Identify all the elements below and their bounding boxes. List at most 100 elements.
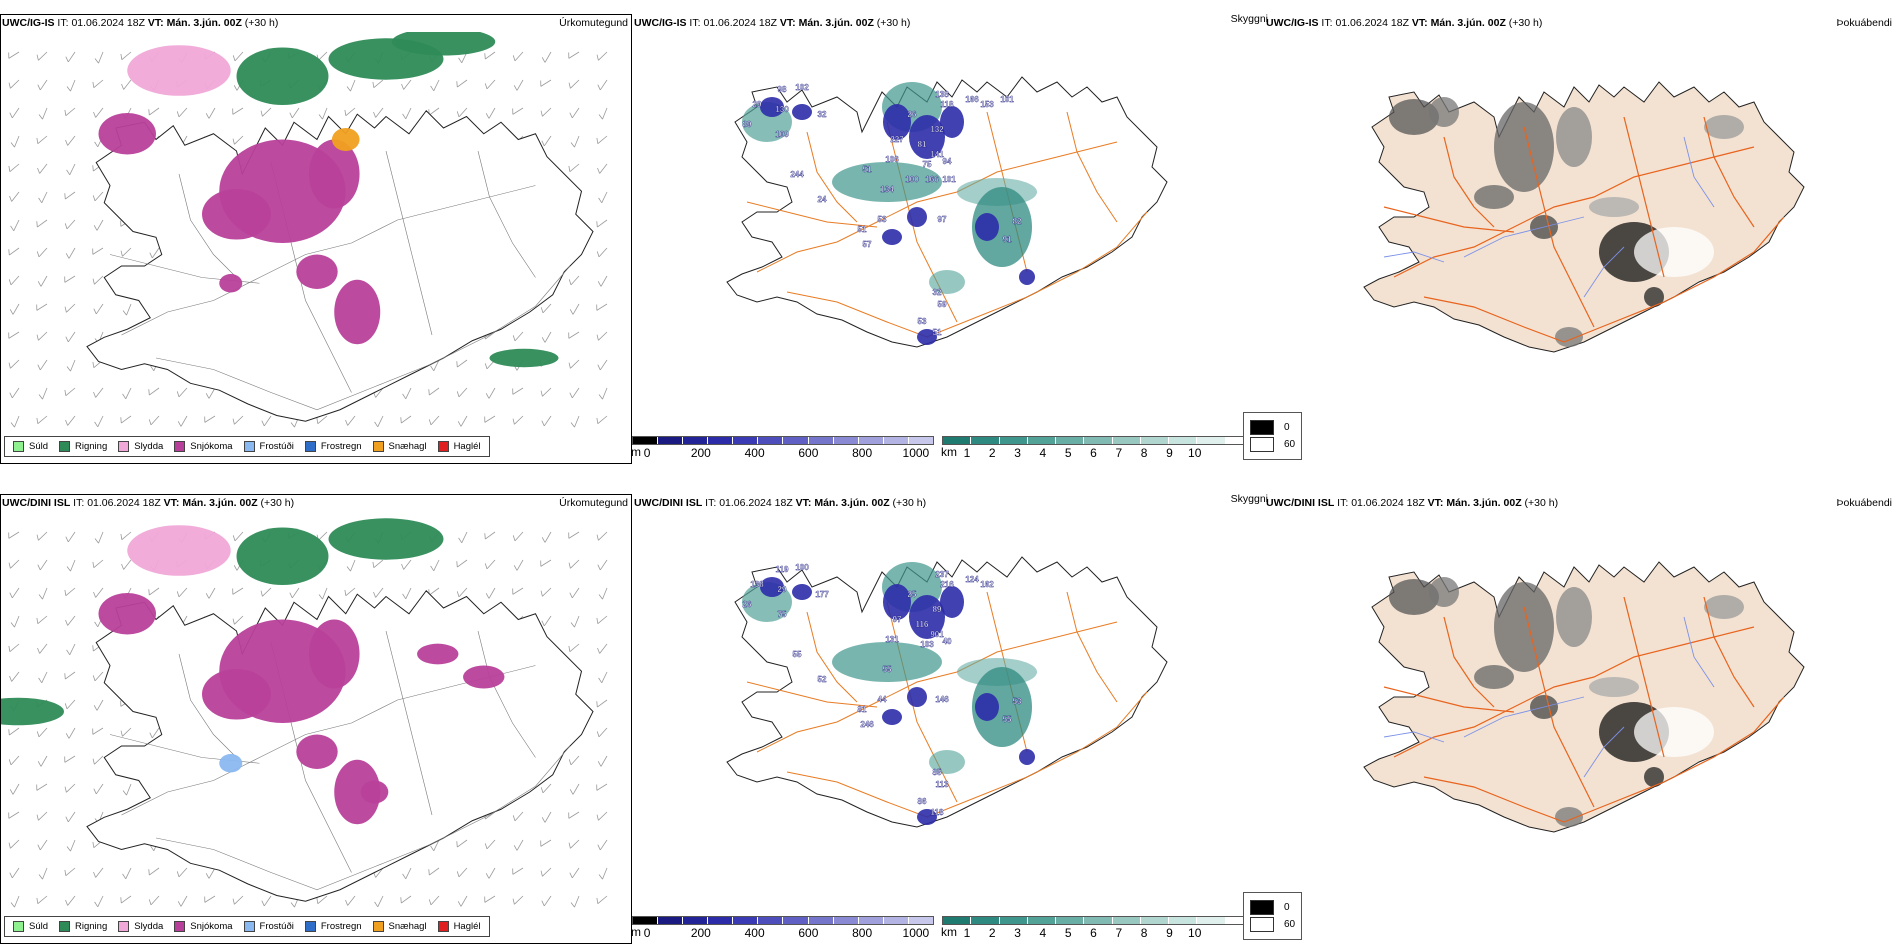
- cloud-base-value: 116: [916, 620, 929, 629]
- wind-barb-shaft: [542, 783, 552, 794]
- wind-barb-flag: [541, 817, 546, 823]
- wind-barb-shaft: [433, 839, 440, 851]
- wind-barb-shaft: [460, 415, 468, 427]
- wind-barb-icon: [204, 895, 216, 903]
- wind-barb-icon: [260, 107, 272, 117]
- wind-barb-shaft: [514, 811, 524, 822]
- fog-shading: [1429, 577, 1459, 607]
- colorbar-segment: [999, 437, 1028, 444]
- wind-barb-flag: [570, 622, 575, 628]
- wind-barb-flag: [36, 897, 39, 904]
- model-name: UWC/IG-IS: [1266, 17, 1319, 29]
- cloud-base-value: 97: [938, 215, 947, 224]
- wind-barb-icon: [374, 895, 384, 908]
- wind-barb-flag: [66, 366, 71, 372]
- wind-barb-shaft: [516, 839, 524, 851]
- colorbar-segment: [808, 917, 834, 924]
- wind-barb-shaft: [403, 559, 412, 570]
- wind-barb-icon: [93, 867, 104, 878]
- vt-label: VT:: [163, 497, 180, 509]
- wind-barb-shaft: [10, 79, 20, 89]
- wind-barb-flag: [513, 845, 518, 851]
- legend-swatch: [304, 441, 316, 452]
- wind-barb-flag: [120, 700, 122, 707]
- wind-barb-icon: [598, 671, 608, 684]
- wind-barb-flag: [402, 873, 407, 880]
- wind-barb-flag: [37, 84, 41, 91]
- wind-barb-flag: [8, 812, 10, 819]
- wind-barb-flag: [596, 897, 599, 904]
- snow-area: [308, 619, 360, 689]
- cloud-base-value: 29: [778, 585, 787, 594]
- wind-barb-flag: [8, 82, 11, 89]
- wind-barb-flag: [485, 593, 490, 599]
- wind-barb-shaft: [64, 755, 76, 763]
- panel-header: UWC/IG-IS IT: 01.06.2024 18Z VT: Mán. 3.…: [634, 16, 1260, 30]
- wind-barb-flag: [93, 111, 96, 118]
- wind-barb-flag: [92, 361, 95, 368]
- wind-barb-shaft: [149, 587, 160, 596]
- wind-barb-shaft: [39, 559, 48, 571]
- colorbar: [632, 436, 934, 445]
- wind-barb-icon: [176, 867, 188, 878]
- road: [478, 151, 536, 278]
- wind-barb-shaft: [67, 531, 76, 543]
- rain-area: [236, 527, 329, 585]
- colorbar-segment: [1112, 917, 1141, 924]
- legend-item: Frostregn: [304, 921, 362, 932]
- wind-barb-shaft: [39, 79, 48, 91]
- wind-barb-flag: [401, 563, 404, 570]
- wind-barb-flag: [568, 82, 571, 89]
- wind-barb-shaft: [571, 107, 580, 119]
- wind-barb-shaft: [38, 247, 48, 258]
- wind-barb-flag: [512, 108, 514, 115]
- wind-barb-flag: [8, 249, 10, 256]
- cloud-base-value: 98: [778, 85, 787, 94]
- wind-barb-icon: [121, 79, 132, 90]
- colorbar-segment: [1027, 917, 1057, 924]
- wind-barb-icon: [596, 615, 608, 625]
- wind-barb-flag: [570, 422, 575, 428]
- model-name: UWC/IG-IS: [2, 17, 55, 29]
- wind-barb-shaft: [151, 247, 160, 259]
- wind-barb-flag: [9, 309, 14, 315]
- wind-barb-shaft: [571, 387, 580, 399]
- wind-barb-flag: [569, 392, 573, 399]
- wind-barb-flag: [92, 165, 94, 172]
- cloud-base-area: [883, 584, 911, 620]
- wind-barb-icon: [512, 415, 524, 425]
- wind-barb-flag: [512, 815, 516, 822]
- snow-area: [463, 665, 505, 689]
- wind-barb-shaft: [405, 867, 412, 879]
- wind-barb-flag: [148, 109, 150, 116]
- wind-barb-icon: [374, 415, 384, 428]
- wind-barb-shaft: [458, 587, 468, 598]
- wind-barb-icon: [541, 895, 552, 907]
- wind-barb-shaft: [67, 331, 76, 343]
- road: [1524, 127, 1594, 327]
- wind-barb-flag: [66, 86, 71, 92]
- visibility-panel-2: UWC/DINI ISL IT: 01.06.2024 18Z VT: Mán.…: [631, 493, 1268, 944]
- wind-barb-icon: [120, 51, 132, 61]
- road: [1704, 597, 1754, 707]
- wind-barb-shaft: [11, 387, 20, 399]
- wind-barb-icon: [232, 895, 244, 905]
- wind-barb-shaft: [486, 79, 496, 90]
- wind-barb-icon: [93, 107, 104, 118]
- road: [179, 654, 237, 758]
- wind-barb-icon: [597, 275, 608, 287]
- road: [807, 132, 857, 222]
- cloud-base-value: 53: [918, 317, 927, 326]
- wind-barb-flag: [596, 784, 598, 791]
- wind-barb-icon: [400, 895, 412, 904]
- wind-barb-shaft: [429, 387, 440, 396]
- wind-barb-icon: [64, 783, 76, 793]
- wind-barb-shaft: [38, 531, 48, 541]
- colorbar-tick-label: 9: [1166, 926, 1173, 940]
- wind-barb-icon: [94, 415, 104, 428]
- cloud-base-value: 81: [858, 705, 867, 714]
- wind-barb-icon: [484, 895, 496, 903]
- wind-barb-flag: [176, 591, 180, 598]
- cloud-base-value: 55: [1003, 715, 1012, 724]
- wind-barb-shaft: [37, 219, 48, 228]
